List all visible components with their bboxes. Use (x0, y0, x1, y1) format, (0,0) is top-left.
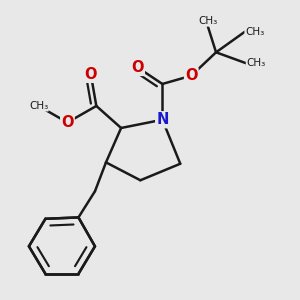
Text: CH₃: CH₃ (246, 58, 266, 68)
Text: CH₃: CH₃ (245, 27, 264, 37)
Text: O: O (61, 115, 74, 130)
Text: N: N (156, 112, 169, 127)
Text: CH₃: CH₃ (29, 101, 48, 111)
Text: O: O (185, 68, 197, 83)
Text: O: O (85, 67, 97, 82)
Text: O: O (131, 60, 144, 75)
Text: CH₃: CH₃ (198, 16, 218, 26)
